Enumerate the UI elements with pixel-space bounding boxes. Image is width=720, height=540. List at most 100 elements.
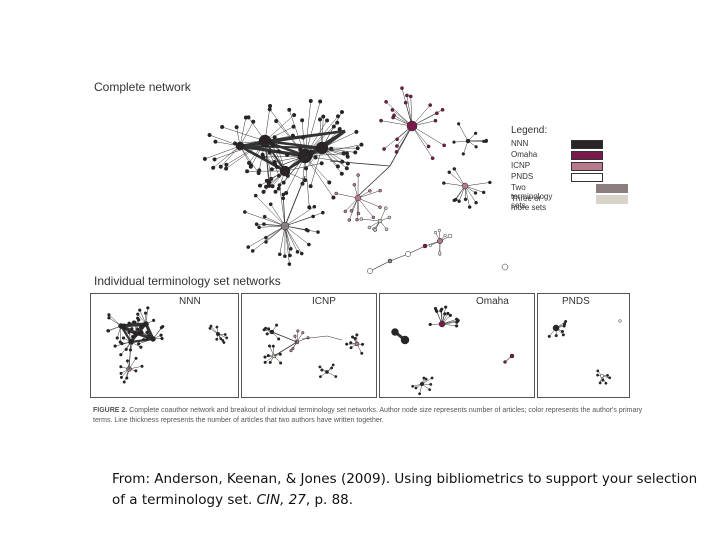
network-node: [371, 215, 376, 220]
network-node: [215, 331, 221, 337]
network-node: [283, 254, 287, 259]
network-node: [461, 152, 465, 156]
network-edge: [407, 245, 426, 255]
network-node: [146, 306, 150, 310]
network-edge: [284, 212, 323, 227]
network-node: [353, 336, 357, 340]
network-node: [411, 384, 415, 388]
network-node: [488, 180, 492, 185]
legend-swatch: [596, 195, 628, 204]
network-node: [382, 147, 386, 151]
network-node: [355, 217, 359, 222]
network-node: [298, 147, 303, 152]
network-node: [334, 191, 338, 196]
legend-item-icnp: ICNP: [511, 161, 603, 172]
individual-networks-title: Individual terminology set networks: [94, 274, 281, 288]
network-node: [281, 180, 286, 185]
network-node: [337, 126, 342, 132]
network-node: [134, 369, 138, 373]
network-node: [251, 119, 256, 124]
network-node: [266, 354, 270, 358]
legend-title: Legend:: [511, 125, 548, 136]
network-edge: [321, 111, 343, 149]
network-edge: [264, 137, 304, 142]
network-node: [359, 142, 364, 147]
network-node: [284, 190, 289, 196]
network-node: [267, 327, 271, 331]
network-edge: [120, 325, 132, 343]
network-node: [137, 342, 141, 346]
network-node: [405, 251, 411, 257]
network-edge: [204, 145, 241, 160]
network-node: [465, 138, 471, 144]
network-node: [292, 113, 297, 118]
network-node: [136, 327, 140, 331]
network-node: [234, 125, 239, 130]
network-node: [608, 376, 612, 380]
network-node: [212, 157, 217, 162]
network-node: [224, 162, 229, 167]
network-node: [220, 124, 225, 130]
network-node: [134, 356, 138, 360]
network-node: [270, 142, 275, 147]
network-node: [618, 319, 622, 323]
network-node: [301, 135, 306, 140]
legend-item-two-sets: Two terminology sets: [511, 183, 628, 210]
network-node: [331, 195, 336, 200]
network-edge: [264, 140, 272, 179]
network-node: [564, 319, 568, 324]
panel-pnds: PNDS: [537, 293, 630, 398]
network-node: [434, 111, 439, 116]
network-node: [447, 170, 451, 174]
network-node: [293, 334, 297, 338]
network-node: [290, 133, 295, 138]
network-node: [601, 378, 605, 382]
legend: Legend: NNN Omaha ICNP PNDS Two terminol…: [511, 125, 628, 212]
network-node: [341, 151, 346, 156]
network-node: [273, 161, 278, 167]
network-node: [384, 227, 389, 232]
network-edge: [284, 225, 310, 245]
network-edge: [284, 225, 291, 256]
network-node: [452, 198, 457, 203]
network-node: [225, 336, 229, 340]
network-node: [443, 312, 447, 316]
citation-journal: CIN, 27: [256, 492, 306, 508]
network-edge: [379, 208, 386, 222]
network-edge: [321, 131, 357, 149]
network-node: [387, 258, 393, 264]
citation-prefix: From: Anderson, Keenan, & Jones (2009). …: [112, 471, 698, 508]
network-node: [285, 153, 290, 158]
network-node: [509, 353, 515, 359]
figure-caption: FIGURE 2. Complete coauthor network and …: [93, 406, 653, 426]
network-node: [474, 145, 478, 149]
network-node: [267, 107, 272, 112]
network-node: [440, 307, 444, 311]
network-node: [145, 336, 149, 341]
network-node: [359, 217, 364, 221]
panel-nnn: NNN: [90, 293, 239, 398]
network-node: [560, 329, 565, 334]
network-node: [235, 141, 245, 151]
network-node: [263, 355, 267, 359]
network-node: [308, 184, 313, 189]
network-node: [318, 365, 322, 369]
network-node: [262, 328, 266, 332]
network-node: [438, 320, 446, 328]
network-node: [280, 221, 290, 231]
network-edge: [329, 160, 391, 167]
network-node: [258, 134, 272, 148]
network-node: [343, 209, 348, 214]
network-node: [418, 392, 422, 396]
network-node: [215, 337, 219, 341]
network-node: [287, 262, 292, 266]
network-node: [291, 347, 295, 351]
network-node: [150, 336, 156, 342]
network-node: [159, 333, 163, 337]
network-node: [272, 135, 277, 140]
network-node: [433, 118, 438, 123]
network-edge: [389, 125, 413, 167]
network-node: [265, 332, 269, 336]
network-edge: [301, 335, 328, 340]
network-node: [151, 318, 156, 323]
